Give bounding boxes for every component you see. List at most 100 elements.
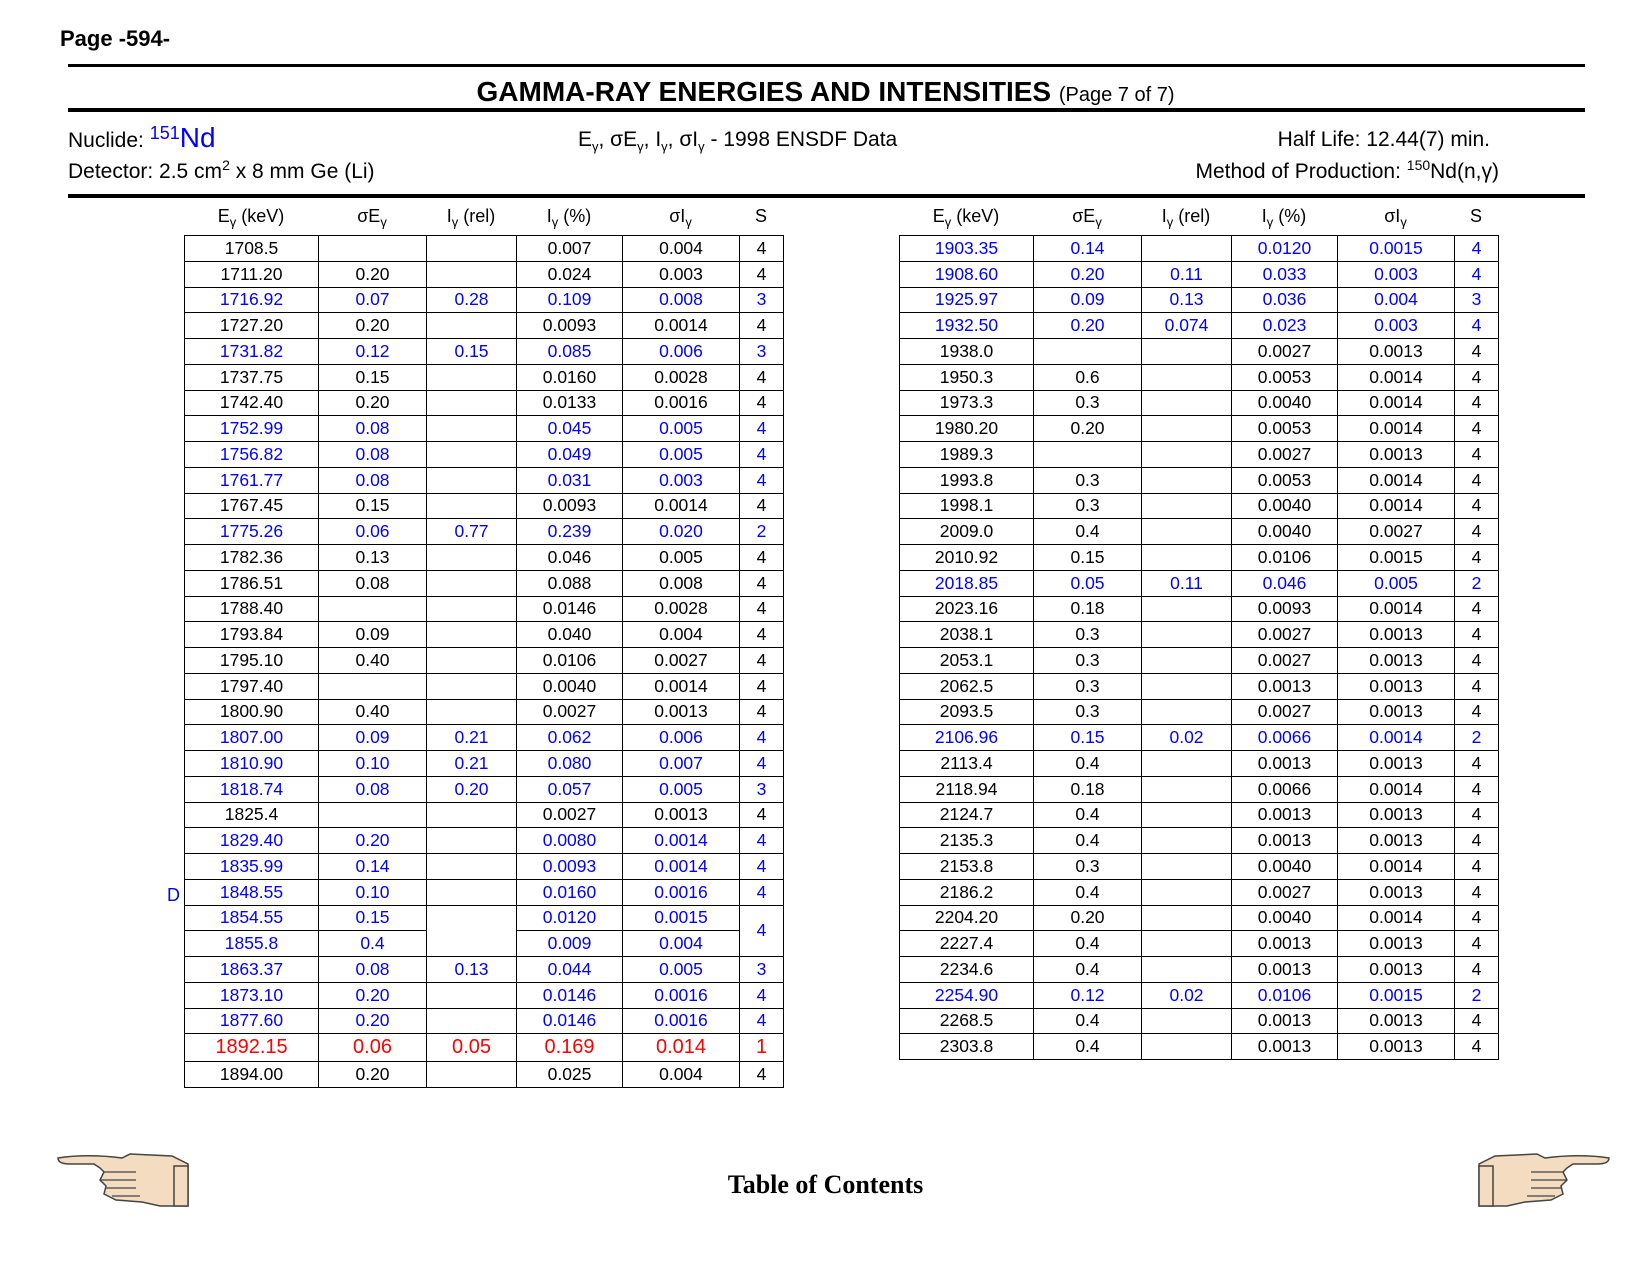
source-cell: 2 bbox=[1454, 569, 1499, 597]
energy-cell: 1863.37 bbox=[184, 956, 319, 983]
energy-cell: 1818.74 bbox=[184, 775, 319, 803]
source-cell: 4 bbox=[1454, 260, 1499, 288]
rel-intensity-cell bbox=[1141, 698, 1232, 726]
hand-pointing-right-icon[interactable] bbox=[1475, 1150, 1611, 1215]
energy-uncertainty-cell: 0.3 bbox=[1033, 647, 1142, 674]
intensity-uncertainty-cell: 0.0013 bbox=[1337, 930, 1455, 957]
source-cell: 4 bbox=[1454, 363, 1499, 391]
intensity-uncertainty-cell: 0.006 bbox=[622, 338, 740, 365]
source-cell: 4 bbox=[1454, 750, 1499, 777]
rel-intensity-cell bbox=[426, 878, 517, 906]
energy-cell: 1980.20 bbox=[899, 415, 1034, 442]
intensity-uncertainty-cell: 0.0014 bbox=[1337, 853, 1455, 880]
data-source: Eγ, σEγ, Iγ, σIγ - 1998 ENSDF Data bbox=[578, 128, 898, 155]
energy-cell: 1877.60 bbox=[184, 1007, 319, 1035]
production-reaction: Nd(n,γ) bbox=[1430, 160, 1499, 183]
source-cell: 4 bbox=[739, 363, 784, 391]
intensity-uncertainty-cell: 0.0013 bbox=[1337, 672, 1455, 700]
rel-intensity-cell: 0.11 bbox=[1141, 260, 1232, 288]
intensity-uncertainty-cell: 0.0027 bbox=[622, 647, 740, 674]
energy-uncertainty-cell: 0.20 bbox=[318, 1007, 427, 1035]
intensity-uncertainty-cell: 0.007 bbox=[622, 750, 740, 777]
pct-intensity-cell: 0.049 bbox=[516, 441, 623, 468]
energy-uncertainty-cell: 0.4 bbox=[1033, 1033, 1142, 1060]
pct-intensity-cell: 0.239 bbox=[516, 518, 623, 545]
energy-cell: 1950.3 bbox=[899, 363, 1034, 391]
table-row: 1731.82 0.12 0.15 0.085 0.006 3 bbox=[184, 338, 784, 365]
intensity-uncertainty-cell: 0.0014 bbox=[1337, 415, 1455, 442]
source-cell: 4 bbox=[1454, 904, 1499, 932]
pct-intensity-cell: 0.0160 bbox=[516, 363, 623, 391]
rel-intensity-cell bbox=[426, 260, 517, 288]
detector-pre: Detector: 2.5 cm bbox=[68, 160, 223, 183]
table-row: 1786.51 0.08 0.088 0.008 4 bbox=[184, 569, 784, 597]
table-row: 1877.60 0.20 0.0146 0.0016 4 bbox=[184, 1007, 784, 1035]
table-row: 1727.20 0.20 0.0093 0.0014 4 bbox=[184, 312, 784, 339]
energy-cell: 2118.94 bbox=[899, 775, 1034, 803]
intensity-uncertainty-cell: 0.0013 bbox=[622, 801, 740, 829]
energy-uncertainty-cell: 0.09 bbox=[1033, 286, 1142, 314]
column-header: Iγ (rel) bbox=[446, 206, 496, 230]
rel-intensity-cell bbox=[426, 621, 517, 648]
intensity-uncertainty-cell: 0.004 bbox=[622, 930, 740, 957]
table-row: 1863.37 0.08 0.13 0.044 0.005 3 bbox=[184, 956, 784, 983]
top-rule bbox=[68, 64, 1585, 67]
table-row: 2303.8 0.4 0.0013 0.0013 4 bbox=[899, 1033, 1499, 1060]
energy-cell: 1752.99 bbox=[184, 415, 319, 442]
table-row: 2038.1 0.3 0.0027 0.0013 4 bbox=[899, 621, 1499, 648]
table-row: 1894.00 0.20 0.025 0.004 4 bbox=[184, 1061, 784, 1088]
table-row: 1797.40 0.0040 0.0014 4 bbox=[184, 672, 784, 700]
intensity-uncertainty-cell: 0.0015 bbox=[1337, 981, 1455, 1009]
pct-intensity-cell: 0.0040 bbox=[1231, 853, 1338, 880]
source-cell: 4 bbox=[1454, 441, 1499, 468]
source-cell: 4 bbox=[739, 235, 784, 262]
table-row: 1980.20 0.20 0.0053 0.0014 4 bbox=[899, 415, 1499, 442]
hand-pointing-left-icon[interactable] bbox=[56, 1150, 192, 1215]
pct-intensity-cell: 0.0146 bbox=[516, 1007, 623, 1035]
table-row: 1716.92 0.07 0.28 0.109 0.008 3 bbox=[184, 286, 784, 314]
source-cell: 4 bbox=[1454, 415, 1499, 442]
page-number: Page -594- bbox=[60, 26, 171, 51]
rel-intensity-cell bbox=[426, 235, 517, 262]
rel-intensity-cell bbox=[426, 1061, 517, 1088]
pct-intensity-cell: 0.0133 bbox=[516, 389, 623, 417]
source-cell: 4 bbox=[739, 853, 784, 880]
intensity-uncertainty-cell: 0.0013 bbox=[1337, 1007, 1455, 1035]
energy-uncertainty-cell: 0.12 bbox=[318, 338, 427, 365]
energy-uncertainty-cell: 0.20 bbox=[1033, 260, 1142, 288]
energy-cell: 2062.5 bbox=[899, 672, 1034, 700]
source-cell: 4 bbox=[1454, 595, 1499, 623]
energy-uncertainty-cell: 0.4 bbox=[1033, 1007, 1142, 1035]
column-header: S bbox=[1469, 206, 1482, 226]
energy-cell: 1761.77 bbox=[184, 466, 319, 494]
energy-cell: 1727.20 bbox=[184, 312, 319, 339]
energy-cell: 2010.92 bbox=[899, 544, 1034, 571]
energy-cell: 1807.00 bbox=[184, 724, 319, 751]
energy-cell: 1873.10 bbox=[184, 981, 319, 1009]
energy-cell: 1756.82 bbox=[184, 441, 319, 468]
pct-intensity-cell: 0.0120 bbox=[516, 904, 623, 932]
energy-uncertainty-cell: 0.20 bbox=[1033, 415, 1142, 442]
rel-intensity-cell bbox=[1141, 647, 1232, 674]
intensity-uncertainty-cell: 0.0028 bbox=[622, 363, 740, 391]
pct-intensity-cell: 0.0066 bbox=[1231, 775, 1338, 803]
energy-uncertainty-cell: 0.18 bbox=[1033, 595, 1142, 623]
source-cell: 4 bbox=[1454, 775, 1499, 803]
rel-intensity-cell bbox=[426, 827, 517, 854]
energy-uncertainty-cell: 0.07 bbox=[318, 286, 427, 314]
energy-uncertainty-cell: 0.20 bbox=[318, 312, 427, 339]
pct-intensity-cell: 0.085 bbox=[516, 338, 623, 365]
intensity-uncertainty-cell: 0.0015 bbox=[1337, 235, 1455, 262]
pct-intensity-cell: 0.040 bbox=[516, 621, 623, 648]
source-cell: 4 bbox=[739, 981, 784, 1009]
intensity-uncertainty-cell: 0.003 bbox=[1337, 312, 1455, 339]
doublet-marker: D bbox=[167, 885, 180, 905]
table-row: 1756.82 0.08 0.049 0.005 4 bbox=[184, 441, 784, 468]
energy-uncertainty-cell: 0.20 bbox=[318, 389, 427, 417]
energy-uncertainty-cell: 0.15 bbox=[1033, 724, 1142, 751]
intensity-uncertainty-cell: 0.0013 bbox=[1337, 1033, 1455, 1060]
table-of-contents-link[interactable]: Table of Contents bbox=[727, 1170, 924, 1199]
pct-intensity-cell: 0.023 bbox=[1231, 312, 1338, 339]
pct-intensity-cell: 0.0053 bbox=[1231, 415, 1338, 442]
column-header: σIγ bbox=[1384, 206, 1407, 230]
